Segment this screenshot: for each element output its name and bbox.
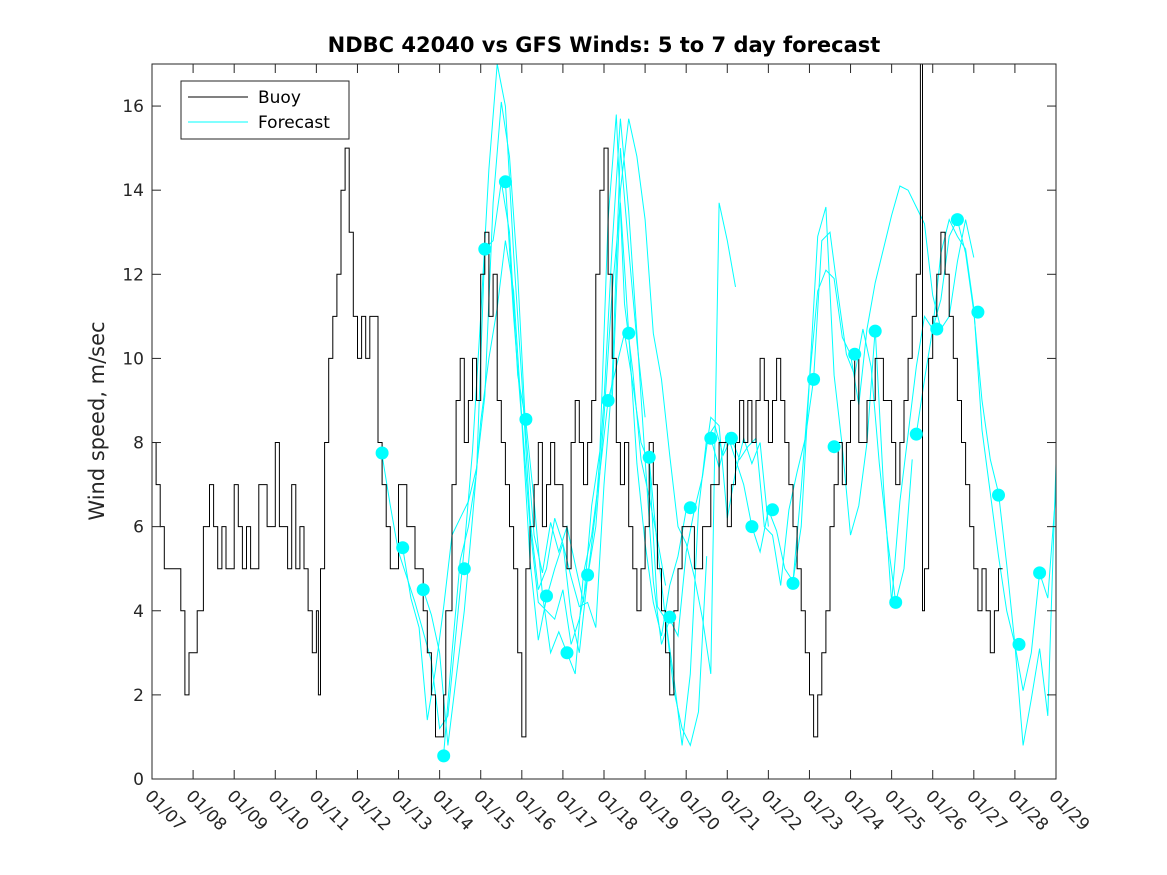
forecast-marker — [868, 324, 882, 338]
y-tick-label: 12 — [122, 265, 144, 285]
y-tick-label: 6 — [133, 518, 144, 538]
forecast-marker — [1012, 637, 1026, 651]
y-tick-label: 16 — [122, 97, 144, 117]
forecast-marker — [786, 576, 800, 590]
forecast-marker — [498, 175, 512, 189]
forecast-marker — [950, 213, 964, 227]
forecast-marker — [1033, 566, 1047, 580]
forecast-marker — [930, 322, 944, 336]
y-tick-label: 8 — [133, 434, 144, 454]
y-axis-label: Wind speed, m/sec — [85, 321, 109, 520]
series-layer — [152, 63, 1057, 754]
legend-forecast-label: Forecast — [258, 113, 330, 133]
forecast-marker — [375, 446, 389, 460]
forecast-marker — [663, 610, 677, 624]
y-tick-label: 4 — [133, 602, 144, 622]
forecast-marker — [827, 440, 841, 454]
forecast-marker — [704, 431, 718, 445]
forecast-marker — [560, 646, 574, 660]
legend-box — [180, 80, 350, 140]
forecast-marker — [909, 427, 923, 441]
forecast-marker — [683, 501, 697, 515]
forecast-marker — [724, 431, 738, 445]
forecast-marker — [416, 583, 430, 597]
forecast-line-2 — [402, 101, 667, 721]
forecast-marker — [622, 326, 636, 340]
forecast-marker — [581, 568, 595, 582]
y-tick-label: 10 — [122, 349, 144, 369]
forecast-line-9 — [792, 206, 1057, 691]
buoy-line — [152, 63, 1003, 738]
forecast-marker — [540, 589, 553, 603]
forecast-line-10 — [915, 218, 1057, 746]
chart-title: NDBC 42040 vs GFS Winds: 5 to 7 day fore… — [328, 33, 881, 57]
y-tick-label: 14 — [122, 181, 144, 201]
forecast-marker — [766, 503, 779, 517]
legend-buoy-label: Buoy — [258, 88, 301, 108]
forecast-line-7 — [648, 231, 913, 746]
y-tick-label: 2 — [133, 686, 144, 706]
forecast-marker — [437, 749, 451, 763]
forecast-line-8 — [710, 185, 975, 583]
legend: Buoy Forecast — [180, 80, 350, 140]
forecast-marker — [601, 394, 615, 407]
forecast-marker — [396, 541, 410, 555]
forecast-marker — [992, 488, 1005, 502]
forecast-marker — [457, 562, 471, 576]
forecast-marker — [642, 450, 656, 464]
forecast-marker — [889, 595, 903, 609]
forecast-marker — [848, 347, 862, 361]
marker-layer — [375, 175, 1047, 763]
forecast-marker — [478, 242, 492, 256]
forecast-marker — [971, 305, 985, 319]
forecast-marker — [519, 412, 533, 426]
forecast-marker — [745, 520, 759, 534]
forecast-line-5 — [504, 118, 769, 653]
y-tick-label: 0 — [133, 770, 144, 790]
forecast-line-3 — [422, 202, 687, 746]
forecast-line-1 — [381, 63, 646, 730]
forecast-marker — [807, 372, 821, 386]
